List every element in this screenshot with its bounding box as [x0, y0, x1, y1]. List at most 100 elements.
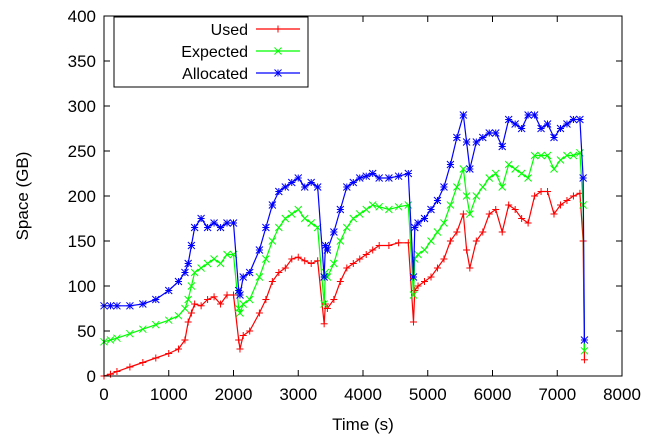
data-point-expected: [537, 151, 545, 160]
data-point-allocated: [368, 169, 377, 178]
data-point-used: [230, 291, 237, 299]
data-point-allocated: [517, 124, 526, 133]
data-point-allocated: [472, 138, 481, 146]
legend-label-expected: Expected: [181, 44, 248, 61]
data-point-allocated: [281, 183, 290, 191]
data-point-expected: [336, 237, 345, 245]
data-point-allocated: [410, 223, 419, 232]
data-point-used: [563, 197, 571, 204]
data-point-allocated: [223, 219, 231, 227]
data-point-allocated: [174, 277, 183, 286]
data-point-used: [369, 246, 377, 254]
data-point-allocated: [330, 228, 338, 236]
data-point-used: [239, 332, 247, 339]
data-point-expected: [530, 151, 539, 160]
data-point-allocated: [453, 133, 461, 142]
data-point-expected: [394, 202, 403, 211]
data-point-expected: [138, 325, 147, 334]
data-point-used: [217, 300, 225, 308]
data-point-allocated: [274, 187, 283, 196]
data-point-expected: [504, 160, 513, 169]
data-point-used: [410, 318, 418, 326]
data-point-used: [301, 257, 309, 265]
data-point-expected: [342, 223, 351, 232]
data-point-used: [537, 188, 545, 195]
series-layer: [100, 111, 589, 380]
data-point-expected: [320, 300, 329, 308]
data-point-used: [281, 264, 289, 272]
data-point-allocated: [355, 174, 364, 182]
data-point-used: [505, 201, 513, 209]
data-point-allocated: [385, 174, 393, 182]
series-allocated: [100, 111, 589, 344]
data-point-used: [288, 255, 296, 263]
data-point-allocated: [203, 223, 212, 232]
data-point-allocated: [440, 183, 448, 191]
data-point-used: [323, 305, 331, 312]
data-point-allocated: [236, 291, 244, 299]
data-point-used: [440, 255, 448, 263]
data-point-expected: [355, 210, 364, 218]
data-point-expected: [216, 259, 225, 268]
data-point-allocated: [459, 111, 468, 119]
x-tick-label: 3000: [279, 385, 317, 404]
data-point-allocated: [504, 115, 513, 124]
data-point-expected: [210, 255, 218, 263]
data-point-allocated: [580, 336, 589, 344]
data-point-used: [210, 293, 218, 301]
data-point-used: [479, 228, 487, 236]
data-point-allocated: [323, 246, 332, 254]
data-point-allocated: [543, 120, 552, 128]
data-point-allocated: [113, 301, 121, 310]
data-point-used: [421, 278, 429, 285]
data-point-allocated: [164, 286, 173, 295]
data-point-used: [246, 327, 254, 335]
x-tick-label: 8000: [603, 385, 641, 404]
data-point-used: [343, 264, 351, 272]
data-point-used: [307, 260, 315, 267]
data-point-used: [395, 239, 403, 247]
data-point-allocated: [375, 174, 384, 182]
data-point-expected: [375, 202, 384, 211]
y-tick-label: 350: [68, 52, 96, 71]
data-point-allocated: [556, 124, 565, 133]
data-point-expected: [556, 156, 565, 164]
data-point-used: [235, 336, 243, 344]
data-point-used: [472, 237, 480, 245]
data-point-allocated: [524, 111, 532, 119]
data-point-allocated: [394, 172, 403, 181]
data-point-expected: [223, 250, 231, 259]
legend: Used Expected Allocated: [113, 16, 309, 88]
data-point-expected: [268, 237, 277, 245]
data-point-allocated: [409, 273, 418, 281]
data-point-expected: [106, 336, 115, 344]
data-point-expected: [462, 192, 471, 200]
data-point-used: [362, 251, 370, 258]
data-point-used: [106, 370, 114, 378]
data-point-used: [446, 237, 454, 245]
data-point-allocated: [579, 174, 588, 182]
data-point-allocated: [569, 115, 578, 124]
data-point-used: [236, 345, 244, 353]
data-point-allocated: [234, 286, 243, 295]
data-point-allocated: [320, 273, 329, 281]
y-tick-label: 200: [68, 187, 96, 206]
data-point-expected: [517, 169, 526, 178]
data-point-expected: [184, 295, 193, 304]
data-point-used: [385, 242, 393, 249]
data-point-allocated: [262, 223, 270, 232]
data-point-used: [544, 188, 552, 195]
x-tick-label: 2000: [215, 385, 253, 404]
data-point-expected: [511, 165, 520, 173]
data-point-expected: [485, 174, 494, 182]
data-point-used: [187, 309, 195, 317]
axes-layer: 0 1000 2000 3000 4000 5000 6000 7000 8000 0 50 100 1…: [68, 7, 641, 404]
data-point-used: [321, 300, 329, 308]
x-tick-label: 4000: [344, 385, 382, 404]
data-point-allocated: [255, 246, 264, 254]
data-point-expected: [446, 201, 455, 209]
data-point-allocated: [537, 124, 545, 133]
y-tick-label: 50: [77, 322, 96, 341]
